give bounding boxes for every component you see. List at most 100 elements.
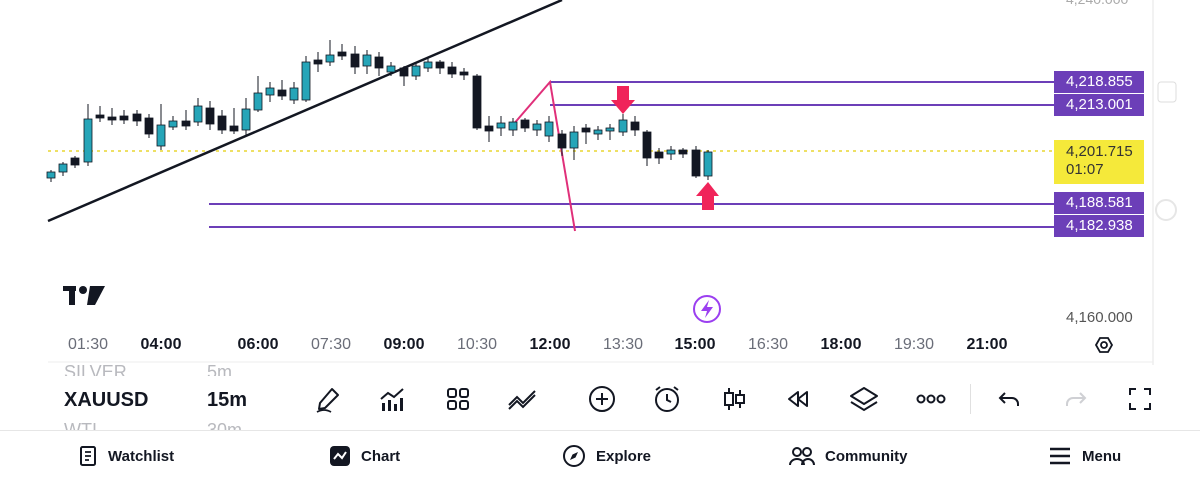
price-chart[interactable]: 4,240.000 — [0, 0, 1200, 365]
alert-icon[interactable] — [651, 383, 683, 415]
candlestick-series — [46, 40, 713, 182]
level-tag-4[interactable]: 4,182.938 — [1054, 215, 1144, 237]
candle-down — [678, 149, 688, 155]
menu-icon — [1050, 447, 1070, 465]
current-price-tag: 4,201.715 01:07 — [1054, 140, 1144, 184]
candle-down — [181, 120, 191, 127]
layers-icon[interactable] — [848, 383, 880, 415]
nav-community[interactable]: Community — [789, 443, 908, 469]
candle-down — [557, 133, 567, 149]
nav-menu-label: Menu — [1082, 447, 1122, 465]
candle-down — [107, 116, 117, 121]
fullscreen-icon[interactable] — [1124, 383, 1156, 415]
pattern-drawing[interactable] — [511, 79, 576, 232]
more-icon[interactable] — [915, 383, 947, 415]
scroll-handle[interactable] — [1157, 81, 1177, 103]
templates-icon[interactable] — [442, 383, 474, 415]
candle-down — [217, 115, 227, 131]
candle-down — [70, 157, 80, 166]
candles-icon[interactable] — [718, 383, 750, 415]
chart-icon — [330, 446, 350, 466]
candle-up — [703, 151, 713, 177]
candle-up — [253, 92, 263, 111]
replay-icon[interactable] — [782, 383, 814, 415]
candle-up — [496, 122, 506, 129]
time-label: 07:30 — [310, 336, 352, 353]
nav-watchlist-label: Watchlist — [108, 447, 175, 465]
indicators-icon[interactable] — [376, 383, 408, 415]
arrow-down-marker[interactable] — [611, 86, 635, 114]
candle-up — [544, 121, 554, 137]
lightning-icon[interactable] — [693, 295, 721, 323]
candle-down — [520, 119, 530, 129]
candle-up — [423, 61, 433, 69]
candle-up — [386, 65, 396, 73]
add-icon[interactable] — [586, 383, 618, 415]
candle-up — [666, 149, 676, 155]
time-label: 16:30 — [747, 336, 789, 353]
drag-handle[interactable] — [1155, 199, 1177, 221]
candle-down — [447, 66, 457, 75]
bottom-nav: Watchlist Chart Explore Community Menu — [0, 430, 1200, 481]
candle-down — [399, 67, 409, 77]
candle-down — [374, 56, 384, 69]
candle-up — [156, 124, 166, 147]
level-tag-1[interactable]: 4,218.855 — [1054, 71, 1144, 93]
compare-icon[interactable] — [507, 383, 539, 415]
time-label: 15:00 — [674, 336, 716, 353]
candle-down — [630, 121, 640, 131]
candle-down — [337, 51, 347, 57]
nav-explore[interactable]: Explore — [562, 443, 651, 469]
nav-menu[interactable]: Menu — [1048, 443, 1121, 469]
symbol-selector[interactable]: XAUUSD — [64, 389, 149, 411]
candle-up — [241, 108, 251, 131]
price-scale-label: 4,160.000 — [1066, 309, 1133, 326]
trend-line[interactable] — [47, 0, 563, 223]
symbol-below[interactable]: WTI — [64, 420, 97, 430]
time-label: 04:00 — [140, 336, 182, 353]
candle-up — [532, 123, 542, 131]
candle-down — [654, 151, 664, 159]
candle-up — [58, 163, 68, 173]
interval-below[interactable]: 30m — [207, 420, 243, 430]
nav-chart[interactable]: Chart — [329, 443, 400, 469]
toolbar-divider — [970, 384, 971, 414]
candle-down — [581, 127, 591, 133]
candle-down — [119, 115, 129, 121]
chart-settings-icon[interactable] — [1094, 337, 1114, 353]
time-label: 19:30 — [893, 336, 935, 353]
pencil-icon[interactable] — [312, 383, 344, 415]
candle-up — [83, 118, 93, 163]
tradingview-logo — [63, 286, 105, 305]
undo-icon[interactable] — [993, 383, 1025, 415]
candle-up — [265, 87, 275, 96]
time-label: 18:00 — [820, 336, 862, 353]
interval-selector[interactable]: 15m — [207, 389, 248, 411]
arrow-up-marker[interactable] — [696, 182, 719, 210]
symbol-above[interactable]: SILVER — [64, 362, 127, 376]
nav-explore-label: Explore — [596, 447, 652, 465]
candle-up — [569, 131, 579, 149]
redo-icon[interactable] — [1060, 383, 1092, 415]
nav-watchlist[interactable]: Watchlist — [78, 443, 174, 469]
time-label: 06:00 — [237, 336, 279, 353]
nav-chart-label: Chart — [361, 447, 401, 465]
candle-down — [459, 71, 469, 76]
candle-up — [193, 105, 203, 123]
time-label: 09:00 — [383, 336, 425, 353]
candle-down — [313, 59, 323, 65]
level-tag-2[interactable]: 4,213.001 — [1054, 94, 1144, 116]
scale-label-top: 4,240.000 — [1066, 0, 1128, 7]
candle-down — [144, 117, 154, 135]
time-label: 10:30 — [456, 336, 498, 353]
candle-up — [46, 171, 56, 179]
interval-above[interactable]: 5m — [207, 362, 233, 376]
nav-community-label: Community — [825, 447, 908, 465]
watchlist-icon — [80, 446, 96, 466]
level-tag-3[interactable]: 4,188.581 — [1054, 192, 1144, 214]
candle-up — [618, 119, 628, 133]
candle-down — [350, 53, 360, 68]
candle-up — [168, 120, 178, 128]
current-price-value: 4,201.715 — [1066, 143, 1133, 160]
candle-down — [95, 114, 105, 119]
